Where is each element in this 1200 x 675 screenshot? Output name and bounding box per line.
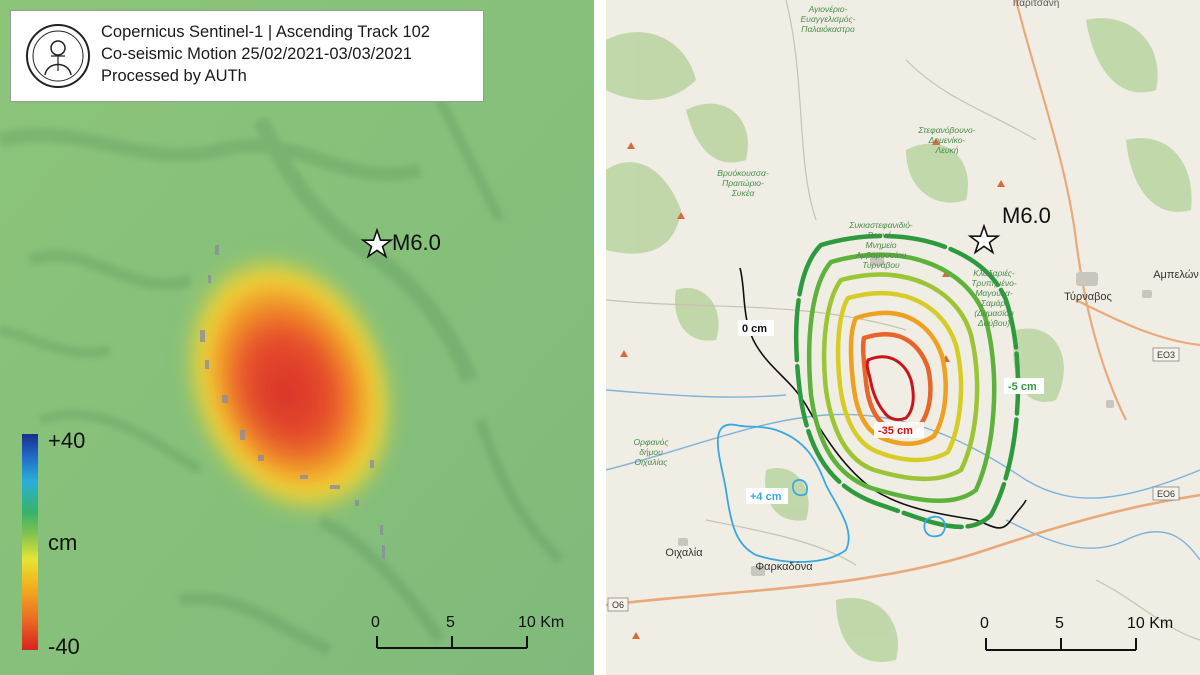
scale-tick-0: 0 [980,615,989,632]
place-tyr-4: Αμβαμουσίου [855,250,907,260]
contour-label-min: -35 cm [874,422,924,438]
place-klad-4: Σαμάρι [980,298,1007,308]
terrain-shading [0,57,564,656]
legend-max-label: +40 [48,428,86,453]
contour-label-positive: +4 cm [746,488,788,504]
place-tyrnavos: Τύρναβος [1064,291,1112,303]
place-tyr-3: Μνημείο [865,240,896,250]
title-line-2: Co-seismic Motion 25/02/2021-03/03/2021 [101,45,412,63]
place-klad-2: Τρυπημένο- [971,278,1017,288]
place-labels: Ιταριτσάνη Αγιονέριο- Ευαγγελισμός- Παλα… [634,0,1060,467]
contour-label-zero: 0 cm [738,320,774,336]
contour-label-outer: -5 cm [1004,378,1044,394]
deformation-contours [793,233,1021,530]
road-shields: ΕΟ3 ΕΟ6 Ο6 [607,347,1180,612]
place-orfanos-1: Ορφανός [634,437,670,447]
panel-divider [594,0,606,675]
place-stef-2: Δομενίκο- [928,135,966,145]
legend-color-bar [22,434,38,650]
epicenter-star-icon [967,223,1001,255]
svg-text:0 cm: 0 cm [742,323,767,335]
epicenter-label: M6.0 [392,230,441,255]
scale-bar: 0 5 10 Km [371,614,564,649]
place-stef-1: Στεφανόβουνο- [917,125,975,135]
scale-bar: 0 5 10 Km [980,615,1173,651]
place-stef-3: Λευκή [934,145,958,155]
legend-min-label: -40 [48,634,80,659]
place-vrio-2: Πραιτώριο- [722,178,764,188]
scale-tick-0: 0 [371,614,380,631]
vegetation-areas [606,18,1192,662]
university-seal-icon [26,24,90,88]
insar-map-panel: M6.0 0 5 10 Km Copernicus Sentinel-1 | A… [0,0,594,675]
scale-tick-10: 10 Km [1127,615,1173,632]
place-top-2: Ευαγγελισμός- [801,14,856,24]
scale-tick-10: 10 Km [518,614,564,631]
svg-text:-35 cm: -35 cm [878,425,913,437]
place-orfanos-3: Οιχαλίας [635,457,669,467]
scale-tick-5: 5 [446,614,455,631]
place-top-3: Παλαιόκαστρο [801,24,855,34]
legend-unit-label: cm [48,530,78,555]
map-title-box: Copernicus Sentinel-1 | Ascending Track … [10,10,484,102]
title-line-3: Processed by AUTh [101,67,247,85]
place-tyr-1: Συκιαστεφανιδιό- [848,220,913,230]
deformation-lobe [179,249,401,521]
place-ampelonas: Αμπελών [1153,269,1199,281]
incoherent-pixels [200,245,385,559]
contour-map-canvas: M6.0 0 cm -35 cm -5 cm +4 cm Ιταριτσάνη … [606,0,1200,675]
place-oichalia: Οιχαλία [665,547,703,559]
place-klad-1: Κλαδαριές- [973,268,1015,278]
place-farkadona: Φαρκαδόνα [755,561,813,573]
place-vrio-1: Βρυόκουσσα- [717,168,769,178]
title-line-1: Copernicus Sentinel-1 | Ascending Track … [101,23,430,41]
svg-text:-5 cm: -5 cm [1008,381,1037,393]
place-tyr-2: Βουνό- [868,230,895,240]
place-orfanos-2: δήμου [639,447,663,457]
place-tyr-5: Τυρνάβου [862,260,900,270]
town-labels: Τύρναβος Αμπελών Οιχαλία Φαρκαδόνα [665,269,1199,573]
scale-tick-5: 5 [1055,615,1064,632]
place-klad-5: (Δαμασίου [974,308,1014,318]
place-klad-6: Δούβου) [977,318,1010,328]
place-vrio-3: Συκέα [731,188,756,198]
road-eo6-west: Ο6 [612,600,624,610]
place-top-1: Αγιονέριο- [808,4,848,14]
settlements [678,256,1152,576]
place-klad-3: Μαγούλα- [975,288,1012,298]
color-legend: +40 cm -40 [22,428,132,660]
road-eo6-east: ΕΟ6 [1157,489,1175,499]
contour-map-panel: M6.0 0 cm -35 cm -5 cm +4 cm Ιταριτσάνη … [606,0,1200,675]
positive-contours [716,423,946,563]
epicenter-star-icon [360,227,394,259]
svg-text:+4 cm: +4 cm [750,491,782,503]
epicenter-label: M6.0 [1002,203,1051,228]
road-eo3: ΕΟ3 [1157,350,1175,360]
roads [606,0,1200,641]
insar-map-canvas: M6.0 0 5 10 Km [0,0,594,675]
place-top-right: Ιταριτσάνη [1013,0,1060,9]
